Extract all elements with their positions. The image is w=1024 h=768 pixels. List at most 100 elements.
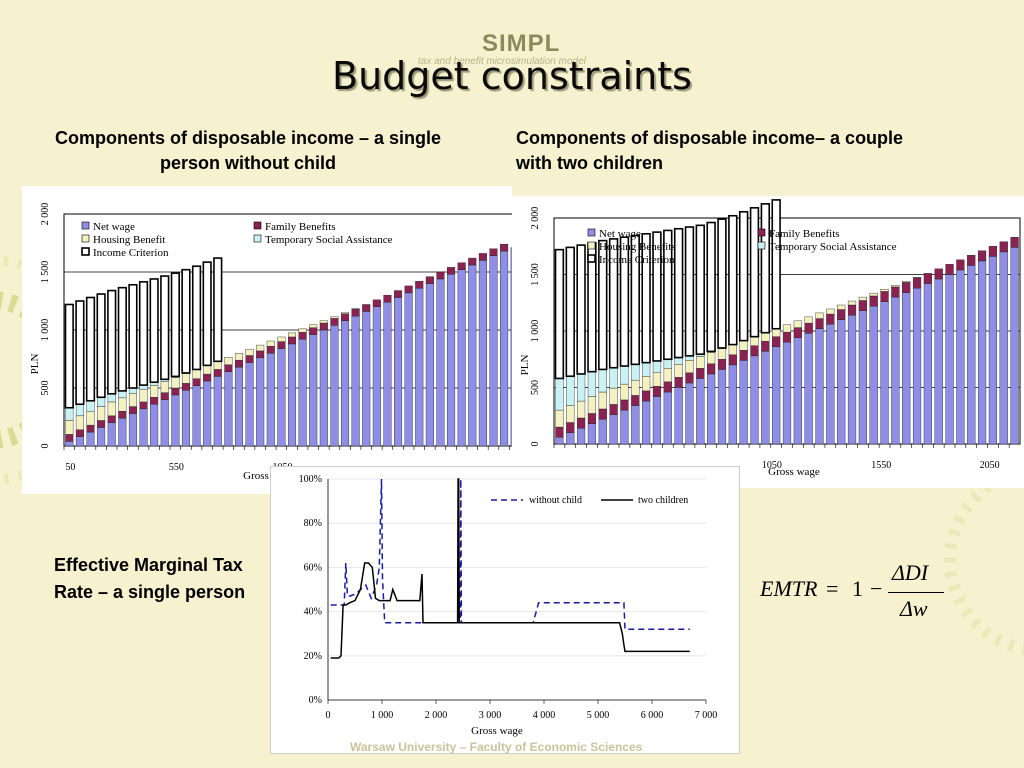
- bar-segment: [139, 408, 148, 447]
- bar-segment: [804, 316, 813, 324]
- bar-segment: [902, 282, 911, 293]
- bar-segment: [107, 393, 116, 403]
- legend-swatch: [81, 221, 90, 230]
- bar-segment: [468, 257, 477, 266]
- bar-segment: [128, 387, 137, 395]
- bar-segment: [815, 312, 824, 319]
- bar-segment: [902, 292, 911, 445]
- bar-segment: [674, 377, 683, 388]
- bar-segment: [191, 265, 202, 371]
- bar-segment: [674, 387, 683, 445]
- bar-segment: [598, 418, 607, 445]
- bar-segment: [319, 329, 328, 447]
- bar-segment: [837, 309, 846, 320]
- bar-segment: [912, 287, 922, 445]
- bar-segment: [86, 400, 95, 412]
- bar-segment: [245, 362, 254, 447]
- bar-segment: [341, 313, 350, 321]
- bar-segment: [555, 409, 564, 428]
- bar-segment: [642, 375, 651, 392]
- bar-segment: [118, 417, 127, 447]
- bar-segment: [630, 234, 640, 366]
- slide-title: Budget constraints: [332, 54, 692, 98]
- bar-segment: [815, 328, 824, 445]
- bar-segment: [202, 261, 212, 367]
- bar-segment: [150, 397, 159, 405]
- bar-segment: [674, 357, 683, 365]
- bar-segment: [749, 207, 760, 338]
- bar-segment: [652, 386, 662, 397]
- bar-segment: [642, 400, 651, 445]
- bar-segment: [309, 334, 318, 447]
- bar-segment: [1010, 237, 1019, 248]
- bar-segment: [1010, 247, 1019, 445]
- bar-segment: [782, 331, 792, 343]
- bar-segment: [383, 294, 392, 303]
- bar-segment: [858, 300, 867, 311]
- y-tick-label: 100%: [299, 474, 322, 485]
- bar-segment: [256, 344, 265, 352]
- bar-segment: [425, 276, 434, 284]
- bar-segment: [587, 396, 597, 414]
- legend-label: Net wage: [599, 228, 641, 240]
- bar-segment: [717, 348, 727, 360]
- bar-segment: [372, 306, 381, 447]
- y-tick-label: 40%: [304, 607, 322, 618]
- bar-segment: [128, 413, 137, 447]
- bar-segment: [86, 431, 95, 447]
- bar-segment: [576, 400, 586, 419]
- bar-segment: [86, 424, 95, 433]
- x-tick-label: 1 000: [371, 710, 394, 721]
- bar-segment: [266, 340, 275, 347]
- bar-segment: [652, 372, 662, 387]
- bar-segment: [815, 318, 824, 329]
- y-tick-label: 2 000: [530, 207, 541, 230]
- bar-segment: [118, 397, 127, 412]
- bar-segment: [394, 297, 403, 447]
- bar-segment: [869, 292, 878, 297]
- bar-segment: [793, 320, 802, 328]
- bar-segment: [977, 260, 987, 445]
- bar-segment: [341, 312, 350, 314]
- bar-segment: [728, 344, 737, 355]
- bar-segment: [351, 308, 360, 310]
- bar-segment: [192, 378, 201, 386]
- legend-swatch: [587, 228, 596, 237]
- bar-segment: [489, 255, 498, 447]
- bar-segment: [160, 275, 170, 381]
- bar-segment: [234, 366, 243, 447]
- bar-segment: [64, 303, 74, 409]
- subtitle-single-person: Components of disposable income – a sing…: [54, 128, 442, 173]
- bar-segment: [160, 392, 169, 400]
- bar-segment: [912, 277, 922, 279]
- bar-segment: [181, 373, 190, 384]
- bar-segment: [609, 404, 618, 415]
- bar-segment: [298, 328, 307, 333]
- formula-numerator: ΔDI: [892, 560, 929, 585]
- bar-segment: [999, 241, 1008, 253]
- bar-segment: [956, 259, 965, 271]
- bar-segment: [598, 369, 607, 393]
- bar-segment: [181, 390, 190, 447]
- subtitle-couple: Components of disposable income– a coupl…: [516, 128, 904, 173]
- bar-segment: [804, 333, 813, 445]
- bar-segment: [684, 226, 695, 357]
- bar-segment: [761, 332, 770, 342]
- bar-segment: [150, 404, 159, 447]
- bar-segment: [934, 268, 943, 280]
- y-tick-label: 0: [40, 444, 51, 449]
- bar-segment: [837, 304, 846, 310]
- bar-segment: [826, 313, 835, 325]
- legend-label: Income Criterion: [599, 254, 675, 266]
- x-tick-label: 50: [65, 462, 75, 473]
- formula-eq: =: [826, 576, 839, 601]
- legend-label: two children: [638, 495, 688, 506]
- bar-segment: [277, 348, 286, 447]
- bar-segment: [620, 399, 629, 411]
- bar-segment: [341, 320, 350, 447]
- bar-segment: [652, 396, 662, 445]
- bar-segment: [234, 359, 243, 368]
- bar-segment: [330, 316, 339, 319]
- bar-segment: [902, 281, 911, 283]
- bar-segment: [149, 278, 159, 383]
